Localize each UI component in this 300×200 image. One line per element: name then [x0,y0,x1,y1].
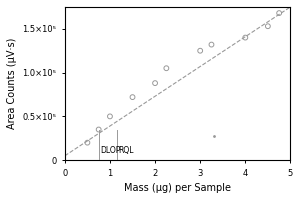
Point [266,25,270,28]
Y-axis label: Area Counts (μV·s): Area Counts (μV·s) [7,38,17,129]
Point [153,82,158,85]
Point [209,43,214,46]
Point [130,96,135,99]
Point [243,36,248,39]
Point [85,141,90,144]
Point [96,128,101,131]
Point [164,67,169,70]
Text: RQL: RQL [118,146,134,155]
Text: DLOP: DLOP [100,146,121,155]
Point [108,115,112,118]
X-axis label: Mass (μg) per Sample: Mass (μg) per Sample [124,183,231,193]
Point [277,11,282,15]
Point [198,49,203,52]
